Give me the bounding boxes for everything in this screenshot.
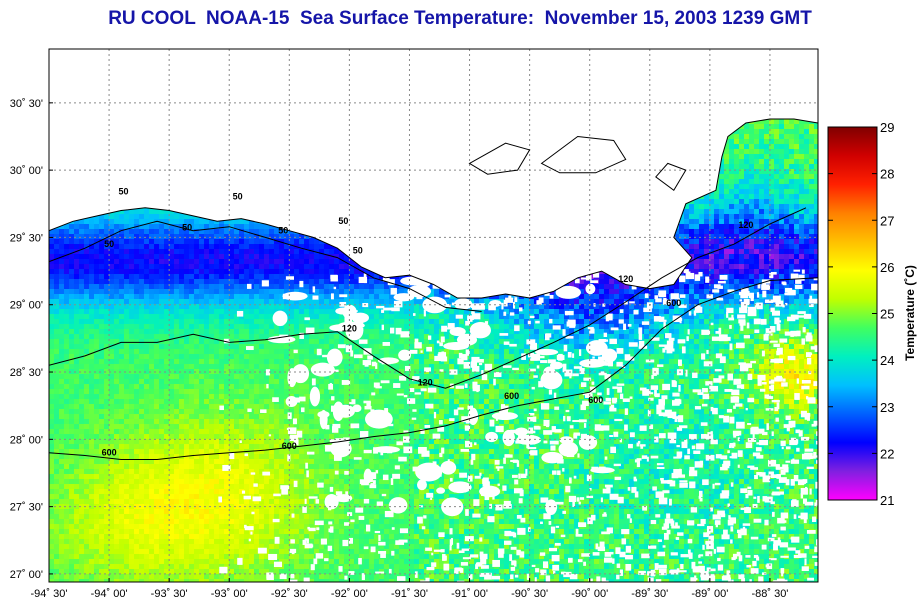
contour-label: 120: [618, 274, 633, 284]
colorbar-ticks: 29 28 27 26 25 24 23 22 21: [828, 120, 894, 508]
colorbar-tick-label: 21: [880, 493, 894, 508]
colorbar: 29 28 27 26 25 24 23 22 21 Temperature (˚C): [827, 120, 917, 508]
isobath-50: [49, 220, 482, 312]
isobath-600: [49, 277, 818, 460]
inland-water-outline: [468, 142, 531, 175]
latitude-label: 30˚ 00': [10, 165, 43, 177]
colorbar-tick-label: 26: [880, 260, 894, 275]
contour-label: 50: [233, 192, 243, 202]
colorbar-tick-label: 25: [880, 307, 894, 322]
colorbar-title: Temperature (˚C): [903, 265, 917, 361]
contour-label: 50: [118, 186, 128, 196]
longitude-label: -92˚ 30': [271, 588, 308, 600]
longitude-labels: -94˚ 30' -94˚ 00' -93˚ 30' -93˚ 00' -92˚ 30'…: [31, 578, 788, 600]
longitude-label: -93˚ 30': [151, 588, 188, 600]
coastline: [49, 118, 818, 299]
contour-label: 600: [588, 395, 603, 405]
longitude-label: -88˚ 30': [751, 588, 788, 600]
longitude-label: -90˚ 00': [571, 588, 608, 600]
longitude-label: -89˚ 00': [691, 588, 728, 600]
contour-label: 50: [338, 216, 348, 226]
contour-label: 600: [504, 391, 519, 401]
cloud-mask: [218, 269, 818, 582]
bathymetry-contours: [49, 207, 818, 460]
latitude-label: 28˚ 00': [10, 434, 43, 446]
isobath-120: [49, 207, 807, 389]
coastline-path: [49, 118, 818, 299]
lat-lon-grid: [49, 49, 818, 582]
contour-label: 120: [342, 324, 357, 334]
longitude-label: -90˚ 30': [511, 588, 548, 600]
inland-water-outline: [655, 162, 687, 192]
latitude-label: 28˚ 30': [10, 367, 43, 379]
latitude-label: 27˚ 00': [10, 569, 43, 581]
contour-label: 50: [182, 223, 192, 233]
longitude-label: -91˚ 30': [391, 588, 428, 600]
contour-label: 600: [102, 447, 117, 457]
latitude-label: 29˚ 00': [10, 300, 43, 312]
contour-labels: 50 50 50 50 50 50 50 120 120 120 120 600 600 600 600 60…: [102, 186, 754, 457]
map-frame: [48, 48, 819, 583]
map-title: RU COOL NOAA-15 Sea Surface Temperature:…: [108, 8, 812, 29]
contour-label: 600: [666, 298, 681, 308]
colorbar-tick-label: 23: [880, 400, 894, 415]
latitude-labels: 30˚ 30' 30˚ 00' 29˚ 30' 29˚ 00' 28˚ 30' 28˚ 0…: [10, 98, 53, 581]
longitude-label: -91˚ 00': [451, 588, 488, 600]
contour-label: 50: [353, 246, 363, 256]
longitude-label: -92˚ 00': [331, 588, 368, 600]
longitude-label: -94˚ 00': [91, 588, 128, 600]
contour-label: 120: [738, 220, 753, 230]
contour-label: 600: [282, 441, 297, 451]
latitude-label: 30˚ 30': [10, 98, 43, 110]
longitude-label: -93˚ 00': [211, 588, 248, 600]
colorbar-tick-label: 22: [880, 446, 894, 461]
colorbar-ramp: [828, 127, 877, 500]
colorbar-tick-label: 29: [880, 120, 894, 135]
latitude-label: 29˚ 30': [10, 232, 43, 244]
colorbar-tick-label: 28: [880, 167, 894, 182]
land-mask: [49, 49, 818, 298]
contour-label: 50: [278, 225, 288, 235]
longitude-label: -94˚ 30': [31, 588, 68, 600]
inland-water-outline: [540, 135, 627, 174]
colorbar-tick-label: 27: [880, 213, 894, 228]
contour-label: 120: [418, 377, 433, 387]
colorbar-tick-label: 24: [880, 353, 894, 368]
longitude-label: -89˚ 30': [631, 588, 668, 600]
contour-label: 50: [104, 239, 114, 249]
latitude-label: 27˚ 30': [10, 502, 43, 514]
